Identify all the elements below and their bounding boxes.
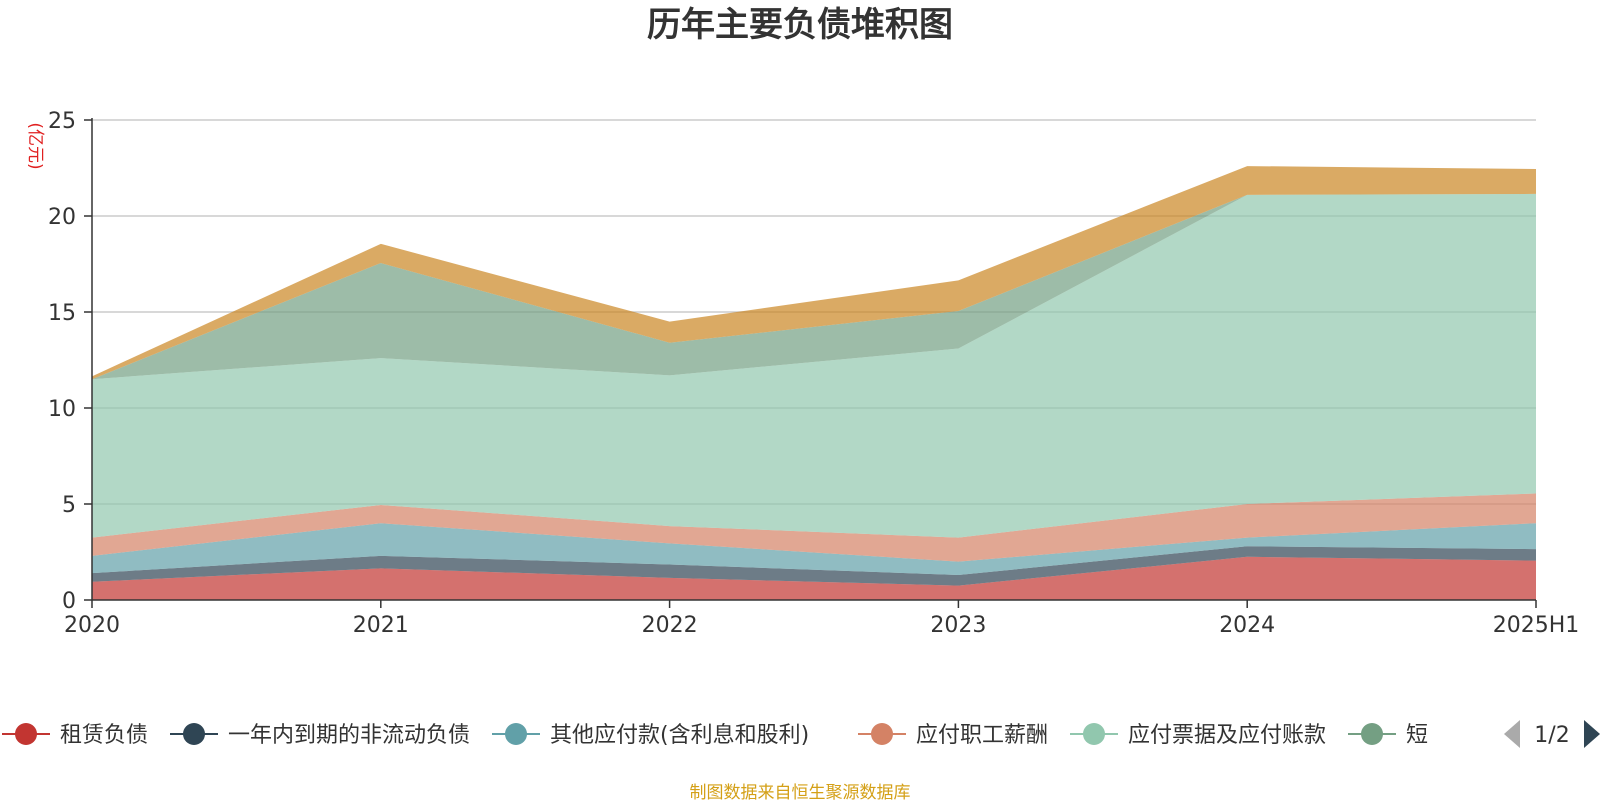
legend-item[interactable]: 应付职工薪酬 [858, 723, 1048, 748]
legend-marker [505, 723, 527, 745]
area-layer [92, 166, 1536, 600]
y-tick-label: 10 [48, 397, 76, 422]
legend-label: 短 [1406, 723, 1428, 748]
area-series-1 [92, 546, 1536, 586]
legend-marker [1083, 723, 1105, 745]
next-page-icon[interactable] [1584, 720, 1600, 748]
x-tick-label: 2020 [64, 613, 120, 638]
area-series-0 [92, 556, 1536, 600]
y-tick-label: 20 [48, 205, 76, 230]
legend-marker [15, 723, 37, 745]
chart-title: 历年主要负债堆积图 [647, 5, 953, 45]
x-tick-label: 2022 [642, 613, 698, 638]
area-series-4 [92, 193, 1536, 538]
legend-marker [1361, 723, 1383, 745]
data-source-note: 制图数据来自恒生聚源数据库 [689, 783, 911, 802]
legend-item[interactable]: 租赁负债 [2, 723, 148, 748]
legend-label: 应付票据及应付账款 [1128, 723, 1326, 748]
axes: 0 5 10 15 20 25 2020 2021 2022 2023 2024 2025H1 (亿元) [25, 109, 1579, 638]
legend-page-indicator: 1/2 [1534, 723, 1569, 748]
area-series-3 [92, 493, 1536, 562]
area-series-6 [92, 166, 1536, 380]
y-tick-label: 5 [62, 493, 76, 518]
legend-label: 其他应付款(含利息和股利) [550, 723, 809, 748]
y-tick-label: 0 [62, 589, 76, 614]
prev-page-icon[interactable] [1504, 720, 1520, 748]
legend[interactable]: 租赁负债 一年内到期的非流动负债 其他应付款(含利息和股利) 应付职工薪酬 应付票据及应… [2, 720, 1600, 748]
area-series-2 [92, 523, 1536, 576]
y-tick-label: 15 [48, 301, 76, 326]
legend-item[interactable]: 应付票据及应付账款 [1070, 723, 1326, 748]
area-series-5 [92, 193, 1536, 380]
legend-label: 租赁负债 [60, 723, 148, 748]
y-tick-label: 25 [48, 109, 76, 134]
legend-item[interactable]: 短 [1348, 723, 1428, 748]
y-axis-unit-label: (亿元) [25, 122, 45, 169]
legend-items: 租赁负债 一年内到期的非流动负债 其他应付款(含利息和股利) 应付职工薪酬 应付票据及应… [2, 723, 1428, 748]
x-tick-label: 2021 [353, 613, 409, 638]
legend-item[interactable]: 其他应付款(含利息和股利) [492, 723, 809, 748]
legend-marker [183, 723, 205, 745]
legend-label: 应付职工薪酬 [916, 723, 1048, 748]
x-tick-label: 2023 [930, 613, 986, 638]
x-tick-label: 2025H1 [1493, 613, 1580, 638]
legend-item[interactable]: 一年内到期的非流动负债 [170, 723, 470, 748]
x-tick-label: 2024 [1219, 613, 1275, 638]
legend-label: 一年内到期的非流动负债 [228, 723, 470, 748]
legend-marker [871, 723, 893, 745]
